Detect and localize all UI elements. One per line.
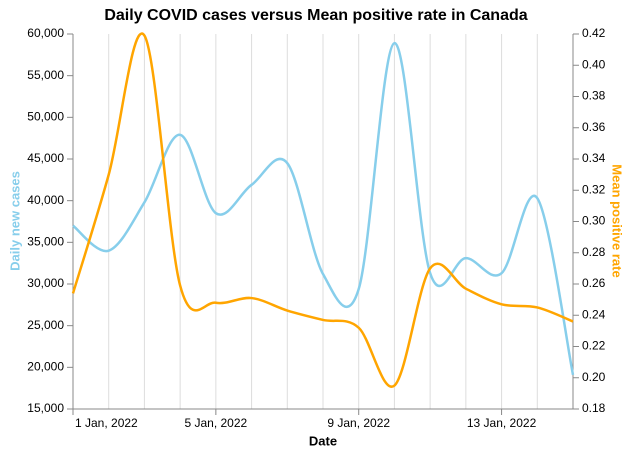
y2-tick-label: 0.22 — [582, 339, 606, 353]
y2-tick-label: 0.26 — [582, 276, 606, 290]
y-tick-label: 25,000 — [27, 318, 64, 332]
y-tick-label: 20,000 — [27, 360, 64, 374]
y2-tick-label: 0.30 — [582, 214, 606, 228]
x-tick-label: 9 Jan, 2022 — [327, 416, 390, 430]
y-tick-label: 45,000 — [27, 151, 64, 165]
line-series — [72, 41, 575, 376]
y-tick-label: 60,000 — [27, 26, 64, 40]
y2-tick-label: 0.28 — [582, 245, 606, 259]
y2-tick-label: 0.20 — [582, 370, 606, 384]
y-tick-label: 35,000 — [27, 235, 64, 249]
y-tick-label: 55,000 — [27, 68, 64, 82]
x-axis-label: Date — [309, 433, 337, 448]
y-tick-label: 30,000 — [27, 276, 64, 290]
y2-tick-label: 0.38 — [582, 89, 606, 103]
y2-tick-label: 0.40 — [582, 57, 606, 71]
y2-tick-label: 0.18 — [582, 401, 606, 415]
y-tick-label: 15,000 — [27, 401, 64, 415]
line-series — [71, 32, 574, 388]
y2-axis-label: Mean positive rate — [610, 164, 625, 277]
y2-tick-label: 0.32 — [582, 182, 606, 196]
y-tick-label: 50,000 — [27, 110, 64, 124]
y-tick-label: 40,000 — [27, 193, 64, 207]
chart-title: Daily COVID cases versus Mean positive r… — [104, 7, 527, 24]
y2-tick-label: 0.34 — [582, 151, 606, 165]
x-tick-label: 13 Jan, 2022 — [467, 416, 537, 430]
y2-tick-label: 0.36 — [582, 120, 606, 134]
x-tick-label: 1 Jan, 2022 — [75, 416, 138, 430]
y2-tick-label: 0.24 — [582, 307, 606, 321]
y2-tick-label: 0.42 — [582, 26, 606, 40]
y-axis-label: Daily new cases — [7, 171, 22, 271]
x-tick-label: 5 Jan, 2022 — [184, 416, 247, 430]
